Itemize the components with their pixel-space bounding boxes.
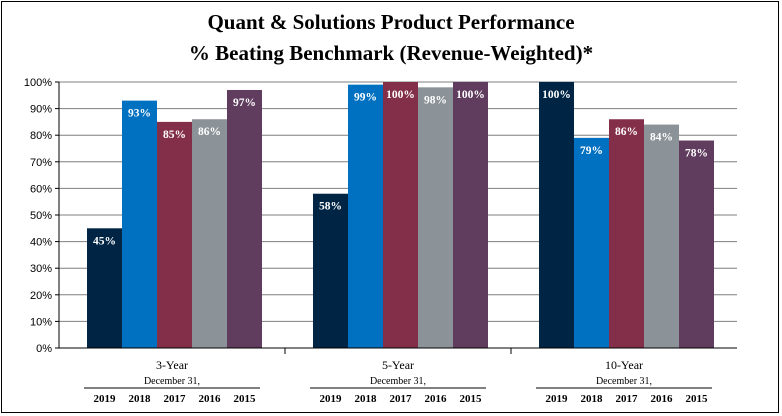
data-label: 86% bbox=[198, 126, 221, 138]
data-label: 84% bbox=[650, 132, 673, 144]
data-label: 97% bbox=[233, 97, 256, 109]
y-tick-label: 30% bbox=[30, 263, 52, 275]
data-label: 93% bbox=[128, 108, 151, 120]
bar-2017-10-year bbox=[609, 119, 644, 349]
bar-2018-10-year bbox=[574, 137, 609, 348]
bar-2018-3-year bbox=[122, 100, 157, 349]
data-label: 85% bbox=[163, 129, 186, 141]
data-label: 86% bbox=[615, 126, 638, 138]
bar-2016-5-year bbox=[418, 87, 453, 348]
bar-2019-10-year bbox=[539, 82, 574, 348]
bar-2017-3-year bbox=[157, 121, 192, 349]
data-label: 100% bbox=[386, 89, 415, 101]
data-label: 78% bbox=[685, 148, 708, 160]
year-label: 2017 bbox=[390, 393, 413, 405]
y-tick-label: 70% bbox=[30, 157, 52, 169]
data-label: 100% bbox=[456, 89, 485, 101]
year-label: 2019 bbox=[546, 393, 569, 405]
group-caption: December 31, bbox=[370, 376, 426, 387]
x-category-label: 10-Year bbox=[605, 358, 643, 372]
year-label: 2015 bbox=[686, 393, 709, 405]
bar-2016-10-year bbox=[644, 124, 679, 348]
bar-2015-3-year bbox=[227, 89, 262, 348]
y-tick-label: 90% bbox=[30, 104, 52, 116]
year-label: 2018 bbox=[129, 393, 152, 405]
y-tick-label: 40% bbox=[30, 237, 52, 249]
x-axis: 3-Year December 31, 2019 2018 2017 2016 2015 5-… bbox=[59, 347, 737, 405]
bar-2019-5-year bbox=[313, 193, 348, 348]
year-label: 2016 bbox=[199, 393, 222, 405]
group-caption: December 31, bbox=[144, 376, 200, 387]
y-tick-label: 10% bbox=[30, 316, 52, 328]
year-label: 2016 bbox=[425, 393, 448, 405]
year-label: 2017 bbox=[164, 393, 187, 405]
y-tick-label: 60% bbox=[30, 183, 52, 195]
y-tick-label: 80% bbox=[30, 130, 52, 142]
data-label: 100% bbox=[542, 89, 571, 101]
y-tick-label: 20% bbox=[30, 290, 52, 302]
year-label: 2017 bbox=[616, 393, 639, 405]
y-tick-label: 0% bbox=[36, 343, 52, 355]
data-label: 98% bbox=[424, 94, 447, 106]
bar-2019-3-year bbox=[87, 228, 122, 348]
data-label: 45% bbox=[93, 235, 116, 247]
year-label: 2015 bbox=[460, 393, 483, 405]
year-label: 2016 bbox=[651, 393, 674, 405]
y-tick-label: 100% bbox=[24, 77, 52, 89]
bars bbox=[87, 82, 714, 349]
year-label: 2015 bbox=[234, 393, 257, 405]
chart-subtitle: % Beating Benchmark (Revenue-Weighted)* bbox=[189, 41, 593, 65]
x-category-label: 5-Year bbox=[382, 358, 414, 372]
x-category-label: 3-Year bbox=[156, 358, 188, 372]
data-label: 79% bbox=[580, 145, 603, 157]
data-label: 99% bbox=[354, 92, 377, 104]
y-axis: 0% 10% 20% 30% 40% 50% 60% 70% 80% 90% 100% bbox=[24, 77, 60, 355]
group-caption: December 31, bbox=[596, 376, 652, 387]
chart-title: Quant & Solutions Product Performance bbox=[207, 10, 574, 34]
bar-2015-5-year bbox=[453, 82, 488, 348]
data-label: 58% bbox=[319, 201, 342, 213]
data-labels: 45% 93% 85% 86% 97% 58% 99% 100% 98% 100% 100% 79% 8… bbox=[93, 89, 708, 247]
bar-2018-5-year bbox=[348, 84, 383, 348]
bar-2015-10-year bbox=[679, 140, 714, 348]
bar-2017-5-year bbox=[383, 82, 418, 348]
year-label: 2019 bbox=[94, 393, 117, 405]
year-label: 2018 bbox=[581, 393, 604, 405]
bar-2016-3-year bbox=[192, 119, 227, 349]
year-label: 2019 bbox=[320, 393, 343, 405]
y-tick-label: 50% bbox=[30, 210, 52, 222]
year-label: 2018 bbox=[355, 393, 378, 405]
